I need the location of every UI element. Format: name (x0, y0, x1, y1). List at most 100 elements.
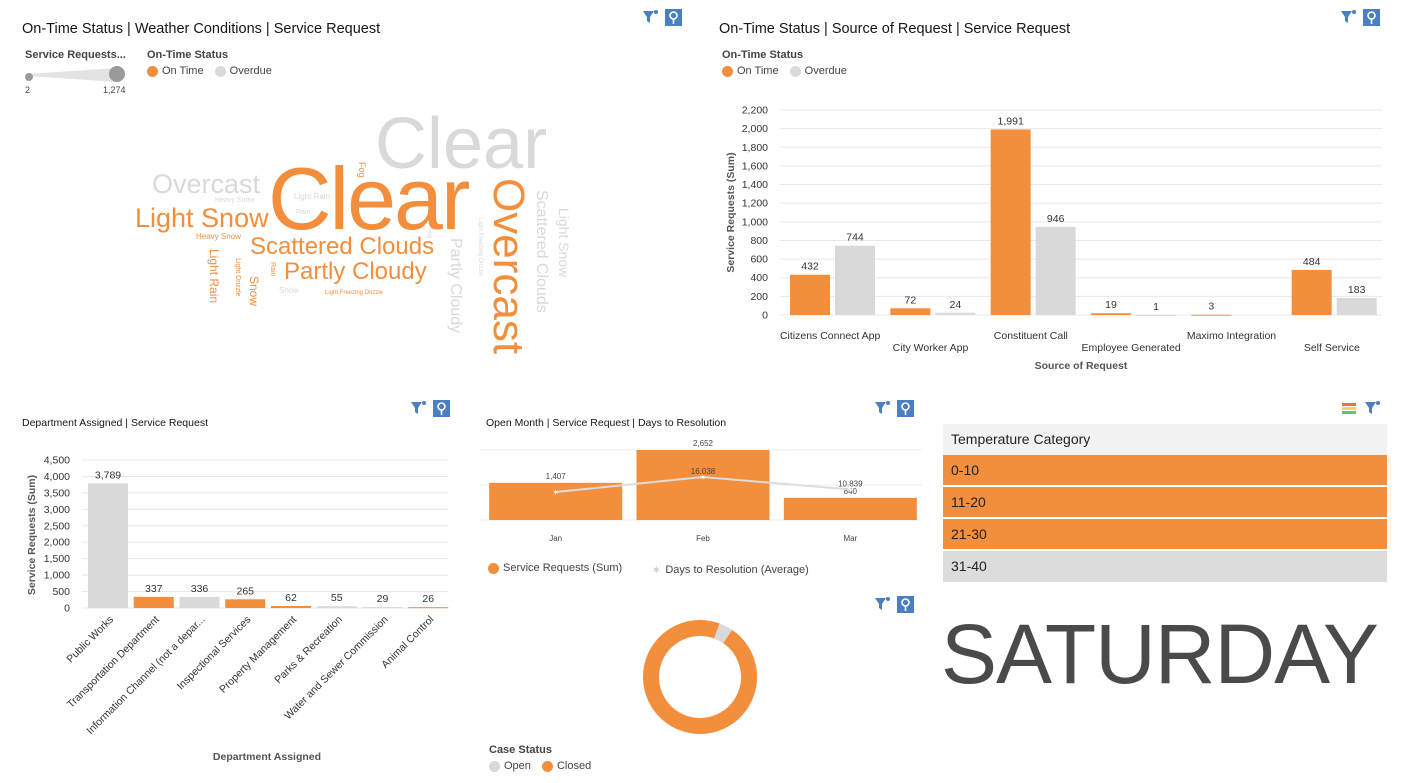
palette-icon[interactable] (1341, 400, 1358, 417)
word-snow-ontime[interactable]: Snow (247, 276, 261, 307)
line-point: ✶ (847, 486, 854, 495)
word-fog-ontime[interactable]: Fog (357, 162, 367, 178)
word-clear-ontime[interactable]: Clear (268, 149, 470, 248)
dept-chart-title: Department Assigned | Service Request (22, 417, 208, 429)
temperature-row[interactable]: 21-30 (943, 519, 1387, 550)
temperature-row[interactable]: 0-10 (943, 455, 1387, 486)
legend-title: On-Time Status (147, 49, 229, 61)
word-partly-cloudy-ontime[interactable]: Partly Cloudy (284, 258, 427, 285)
y-tick-label: 1,000 (44, 570, 70, 582)
filter-icon[interactable] (1364, 400, 1381, 417)
word-light-snow-overdue[interactable]: Light Snow (556, 208, 572, 278)
word-light-drizzle-ontime[interactable]: Light Drizzle (234, 258, 241, 297)
legend-item-closed[interactable]: Closed (541, 760, 591, 772)
case-status-tools (874, 596, 914, 613)
day-label: SATURDAY (941, 607, 1379, 701)
weather-wordcloud-title: On-Time Status | Weather Conditions | Se… (22, 21, 381, 37)
temperature-tools (1341, 400, 1381, 417)
legend-item-service-requests[interactable]: Service Requests (Sum) (488, 562, 622, 574)
bar-on-time (1091, 313, 1131, 315)
month-chart-title: Open Month | Service Request | Days to R… (486, 417, 727, 429)
word-rain-ontime[interactable]: Rain (269, 262, 276, 277)
month-chart-legend: Service Requests (Sum) ✶ Days to Resoluti… (488, 562, 817, 577)
y-tick-label: 2,000 (44, 537, 70, 549)
word-clear-overdue[interactable]: Clear (375, 104, 548, 184)
legend-item-open[interactable]: Open (489, 760, 531, 772)
data-label: 3,789 (95, 469, 121, 481)
word-snow-overdue[interactable]: Snow (279, 286, 300, 295)
word-light-rain-ontime[interactable]: Light Rain (207, 249, 221, 304)
word-light-snow-ontime[interactable]: Light Snow (135, 203, 269, 233)
y-tick-label: 0 (64, 603, 70, 615)
pin-icon[interactable] (433, 400, 450, 417)
x-axis-title: Department Assigned (213, 751, 321, 763)
word-heavy-snow-overdue[interactable]: Heavy Snow (215, 197, 255, 204)
x-axis-title: Source of Request (1035, 360, 1128, 372)
line-label: 10.839 (838, 480, 863, 489)
y-tick-label: 0 (762, 310, 768, 322)
data-label: 484 (1303, 256, 1321, 268)
pin-icon[interactable] (1363, 9, 1380, 26)
filter-icon[interactable] (874, 596, 891, 613)
word-rain-overdue[interactable]: Rain (296, 209, 311, 216)
data-label: 337 (145, 583, 163, 595)
data-label: 72 (904, 294, 916, 306)
y-tick-label: 4,500 (44, 455, 70, 467)
size-legend-title: Service Requests... (25, 49, 126, 61)
weather-wordcloud-panel: On-Time Status | Weather Conditions | Se… (0, 0, 700, 390)
y-tick-label: 1,000 (742, 216, 768, 228)
word-light-rain-overdue[interactable]: Light Rain (294, 192, 331, 201)
x-tick-label: Maximo Integration (1187, 330, 1276, 342)
filter-icon[interactable] (1340, 9, 1357, 26)
bar-on-time (890, 308, 931, 315)
filter-icon[interactable] (874, 400, 891, 417)
word-partly-cloudy-overdue[interactable]: Partly Cloudy (447, 238, 464, 334)
data-label: 744 (846, 232, 864, 244)
bar-on-time (1291, 269, 1332, 315)
bar (636, 450, 770, 520)
bar-overdue (1336, 297, 1377, 315)
legend-item-overdue[interactable]: Overdue (214, 65, 272, 77)
data-label: 946 (1047, 213, 1065, 225)
size-legend-ramp (25, 66, 125, 82)
y-tick-label: 400 (750, 272, 768, 284)
bar-overdue (935, 312, 976, 315)
month-chart-tools (874, 400, 914, 417)
department-panel: Department Assigned | Service Request (0, 395, 470, 783)
word-light-freezing-drizzle-overdue[interactable]: Light Freezing Drizzle (477, 218, 483, 277)
data-label: 3 (1208, 301, 1214, 313)
bar (316, 606, 357, 608)
legend-title: On-Time Status (722, 49, 804, 61)
legend-item-on-time[interactable]: On Time (147, 65, 204, 77)
source-request-chart: 0 200 400 600 800 1,000 1,200 1,400 1,600 1,800 2,… (725, 105, 1382, 372)
legend-item-overdue[interactable]: Overdue (789, 65, 847, 77)
word-scattered-clouds-overdue[interactable]: Scattered Clouds (533, 190, 550, 313)
pin-icon[interactable] (897, 596, 914, 613)
pin-icon[interactable] (897, 400, 914, 417)
x-tick-label: Constituent Call (994, 330, 1068, 342)
word-fog-overdue[interactable]: Fog (426, 228, 432, 239)
temperature-row[interactable]: 11-20 (943, 487, 1387, 518)
source-chart-title: On-Time Status | Source of Request | Ser… (719, 21, 1071, 37)
word-overcast-ontime[interactable]: Overcast (484, 178, 533, 355)
line-point: ✶ (700, 473, 707, 482)
temperature-row[interactable]: 31-40 (943, 551, 1387, 582)
x-tick-label: Self Service (1304, 342, 1360, 354)
word-scattered-clouds-ontime[interactable]: Scattered Clouds (250, 233, 435, 260)
word-light-freezing-drizzle-ontime[interactable]: Light Freezing Drizzle (325, 290, 384, 296)
word-overcast-overdue[interactable]: Overcast (152, 169, 261, 199)
case-status-panel: Case Status Open Closed (470, 590, 930, 783)
data-label: 336 (191, 583, 209, 595)
legend-item-on-time[interactable]: On Time (722, 65, 779, 77)
word-heavy-snow-ontime[interactable]: Heavy Snow (196, 232, 241, 241)
pin-icon[interactable] (665, 9, 682, 26)
legend-item-days-to-resolution[interactable]: ✶ Days to Resolution (Average) (651, 562, 809, 577)
bar (179, 596, 220, 608)
x-tick-label: Mar (843, 534, 857, 543)
filter-icon[interactable] (410, 400, 427, 417)
source-request-panel: On-Time Status | Source of Request | Ser… (700, 0, 1421, 390)
data-label: 26 (422, 593, 434, 605)
size-legend-max: 1,274 (103, 85, 126, 95)
filter-icon[interactable] (642, 9, 659, 26)
data-label: 29 (377, 593, 389, 605)
